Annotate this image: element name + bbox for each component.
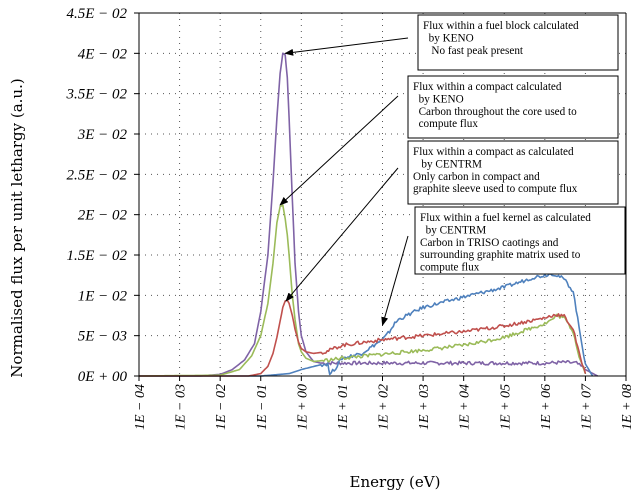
annotation-arrow	[381, 235, 409, 327]
x-tick-label: 1E − 04	[133, 384, 148, 430]
x-tick-label: 1E − 02	[214, 384, 229, 430]
x-tick-label: 1E + 01	[336, 384, 351, 430]
x-tick-label: 1E + 06	[539, 384, 554, 430]
series-line-4	[139, 299, 587, 377]
annotation-text-line: by CENTRM	[420, 224, 486, 236]
y-tick-label: 3E − 02	[77, 127, 128, 143]
annotation-arrow	[285, 167, 399, 302]
y-tick-label: 5E − 03	[78, 329, 127, 345]
y-tick-label: 4E − 02	[78, 46, 128, 62]
y-tick-label: 2E − 02	[78, 208, 128, 224]
annotation-text-line: by CENTRM	[413, 158, 482, 170]
y-axis-ticks: 0E + 00 5E − 03 1E − 02 1.5E − 02 2E − 02 2.5…	[65, 6, 139, 385]
x-tick-label: 1E + 03	[417, 384, 432, 430]
annotation-1: Flux within a fuel block calculated by K…	[284, 14, 619, 71]
annotation-text-line: Carbon in TRISO caotings and	[420, 237, 559, 249]
annotation-text-line: Flux within a compact calculated	[413, 81, 562, 93]
grid	[139, 13, 626, 376]
y-tick-label: 1.5E − 02	[66, 248, 127, 264]
annotation-text-line: Carbon throughout the core used to	[413, 106, 577, 118]
annotation-2: Flux within a compact calculated by KENO…	[279, 75, 619, 206]
x-tick-label: 1E + 07	[579, 383, 594, 430]
annotation-text-line: compute flux	[413, 118, 478, 130]
x-tick-label: 1E + 02	[377, 384, 392, 430]
annotation-arrow	[284, 37, 409, 56]
annotation-3: Flux within a compact as calculated by C…	[285, 140, 619, 302]
y-tick-label: 1E − 02	[78, 288, 128, 304]
x-tick-label: 1E + 08	[620, 384, 632, 430]
x-tick-label: 1E − 01	[255, 384, 270, 430]
y-tick-label: 3.5E − 02	[65, 87, 127, 103]
annotation-box	[414, 206, 626, 275]
y-axis-title: Normalised flux per unit lethargy (a.u.)	[8, 78, 26, 377]
y-tick-label: 4.5E − 02	[66, 6, 127, 22]
annotation-text-line: by KENO	[413, 93, 464, 105]
y-tick-label: 2.5E − 02	[66, 167, 127, 183]
x-axis-title: Energy (eV)	[350, 473, 441, 491]
annotation-text-line: No fast peak present	[423, 45, 524, 57]
annotation-arrow	[279, 95, 399, 206]
x-tick-label: 1E + 04	[458, 384, 473, 430]
annotations: Flux within a fuel block calculated by K…	[279, 14, 626, 327]
annotation-box	[407, 75, 619, 139]
annotation-box	[407, 140, 619, 205]
x-tick-label: 1E − 03	[174, 384, 189, 430]
x-tick-label: 1E + 00	[295, 384, 310, 430]
annotation-box	[417, 14, 619, 71]
annotation-text-line: compute flux	[420, 262, 480, 274]
annotation-text-line: Flux within a compact as calculated	[413, 146, 574, 158]
series-line-2	[139, 273, 594, 377]
annotation-text-line: surrounding graphite matrix used to	[420, 249, 581, 261]
annotation-text-line: by KENO	[423, 32, 474, 44]
annotation-text-line: Only carbon in compact and	[413, 171, 540, 183]
annotation-text-line: graphite sleeve used to compute flux	[413, 183, 578, 195]
annotation-text-line: Flux within a fuel block calculated	[423, 20, 579, 32]
y-tick-label: 0E + 00	[78, 369, 128, 385]
annotation-text-line: Flux within a fuel kernel as calculated	[420, 212, 591, 224]
annotation-4: Flux within a fuel kernel as calculated …	[381, 206, 626, 327]
x-tick-label: 1E + 05	[498, 384, 513, 430]
x-axis-ticks: 1E − 04 1E − 03 1E − 02 1E − 01 1E + 00 1E + …	[133, 376, 632, 430]
